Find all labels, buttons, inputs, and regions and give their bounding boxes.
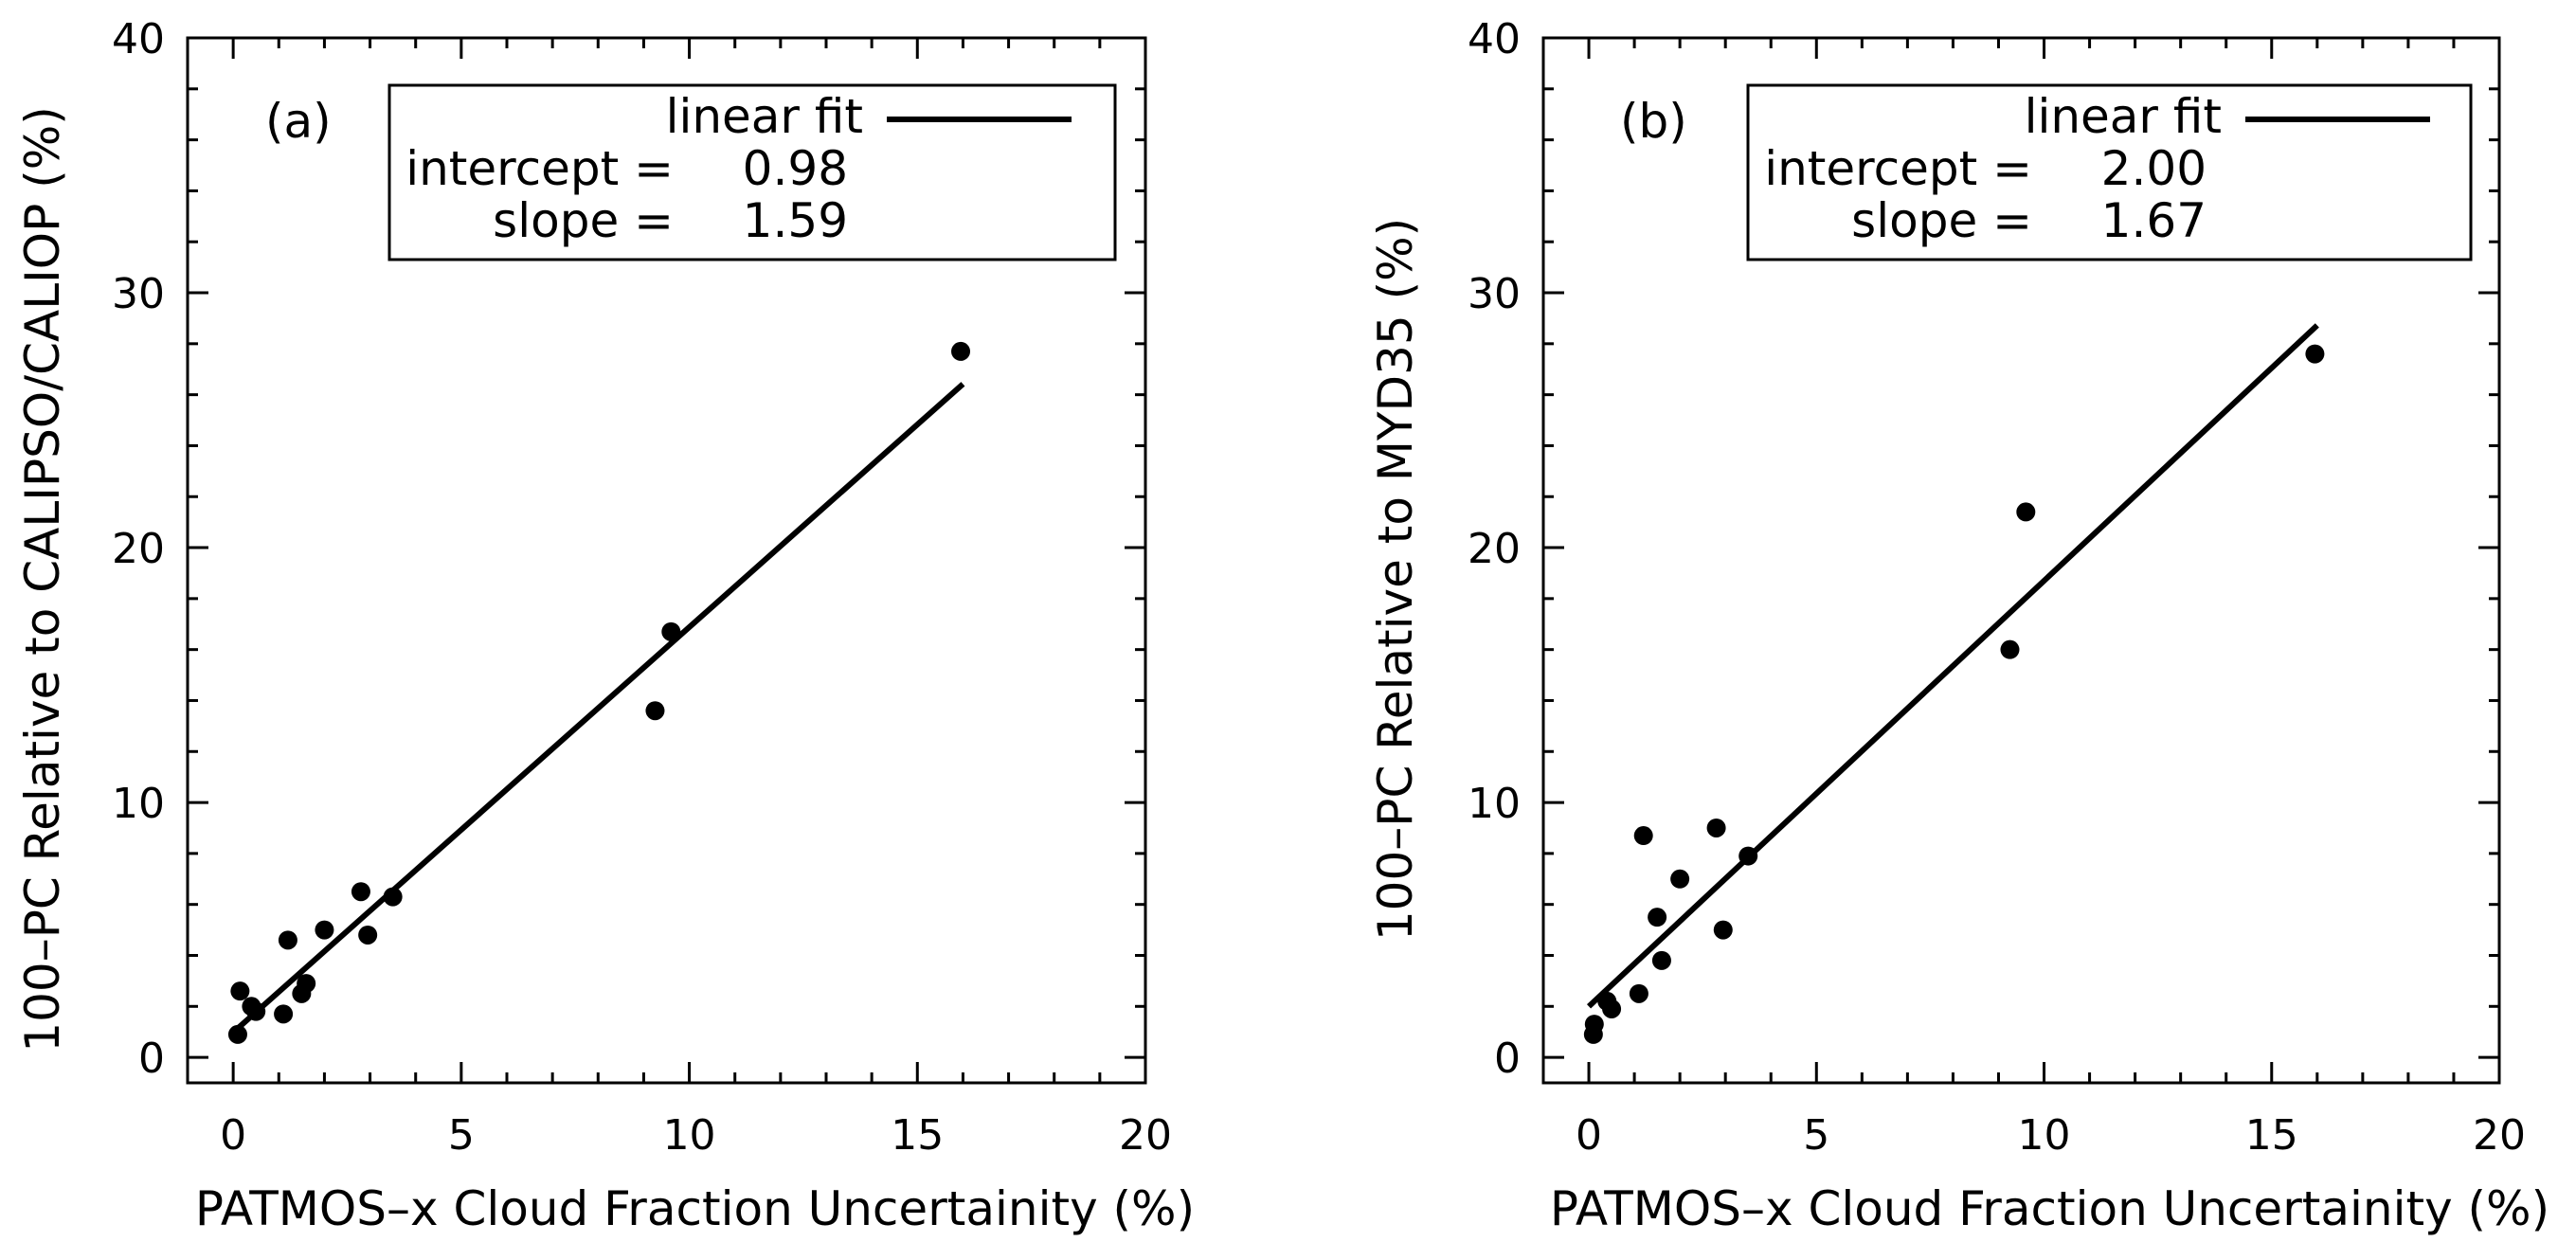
y-tick-label: 30 (112, 270, 165, 318)
legend-intercept-value: 2.00 (2101, 141, 2207, 196)
data-point (661, 621, 681, 641)
x-tick-label: 0 (220, 1111, 246, 1160)
data-point (645, 701, 665, 721)
plot-frame (1541, 36, 2501, 1085)
data-point (1670, 869, 1690, 889)
y-tick-label: 10 (1468, 780, 1521, 828)
data-point (2000, 639, 2020, 659)
y-axis-label: 100–PC Relative to CALIPSO/CALIOP (%) (15, 106, 70, 1052)
legend-intercept-label: intercept = (405, 141, 674, 196)
data-point (383, 887, 403, 907)
data-point (1584, 1015, 1604, 1035)
x-tick-label: 20 (2473, 1111, 2526, 1160)
panel-a: 0 5 10 15 20 0 10 20 30 40 PATMOS–x Cloud Fraction… (15, 15, 1195, 1236)
legend-slope-value: 1.59 (743, 193, 848, 248)
legend-intercept-label: intercept = (1764, 141, 2032, 196)
x-tick-label: 15 (891, 1111, 944, 1160)
data-point (278, 930, 297, 950)
fit-line (231, 382, 965, 1035)
y-tick-label: 30 (1468, 270, 1521, 318)
y-tick-label: 40 (112, 15, 165, 63)
legend-slope-label: slope = (493, 193, 674, 248)
data-point (274, 1004, 294, 1024)
x-axis-label: PATMOS–x Cloud Fraction Uncertainity (%) (1550, 1181, 2549, 1236)
y-tick-label: 0 (138, 1035, 165, 1083)
data-point (2016, 502, 2036, 522)
y-tick-label: 0 (1494, 1035, 1521, 1083)
data-point (1713, 920, 1733, 940)
data-point (1602, 999, 1622, 1018)
data-point (2305, 344, 2325, 364)
fit-line (1586, 323, 2319, 1009)
panel-label: (a) (265, 94, 332, 149)
plot-frame (186, 36, 1147, 1085)
data-point (1651, 950, 1671, 970)
x-tick-label: 5 (448, 1111, 475, 1160)
legend-intercept-value: 0.98 (743, 141, 848, 196)
data-point (1633, 826, 1653, 846)
data-point (351, 882, 370, 902)
data-point (358, 925, 378, 945)
x-tick-label: 10 (2018, 1111, 2071, 1160)
data-point (951, 341, 971, 361)
x-tick-label: 10 (663, 1111, 716, 1160)
data-point (227, 1024, 247, 1044)
legend-fit-label: linear fit (2025, 89, 2222, 144)
y-tick-label: 40 (1468, 15, 1521, 63)
x-tick-label: 20 (1119, 1111, 1172, 1160)
data-point (1738, 846, 1758, 866)
x-tick-label: 0 (1576, 1111, 1602, 1160)
data-point (1648, 908, 1667, 927)
data-point (1629, 983, 1648, 1003)
x-tick-label: 15 (2245, 1111, 2298, 1160)
data-point (246, 1001, 266, 1021)
data-point (297, 974, 316, 994)
panel-b: 0 5 10 15 20 0 10 20 30 40 PATMOS–x Cloud Fraction… (1368, 15, 2549, 1236)
y-axis-label: 100–PC Relative to MYD35 (%) (1368, 218, 1423, 941)
legend-box (387, 83, 1117, 261)
data-point (230, 981, 250, 1001)
data-point (1706, 818, 1726, 837)
y-tick-label: 20 (112, 525, 165, 573)
x-axis-label: PATMOS–x Cloud Fraction Uncertainity (%) (195, 1181, 1195, 1236)
legend-slope-value: 1.67 (2101, 193, 2207, 248)
y-tick-label: 10 (112, 780, 165, 828)
legend-box (1746, 83, 2473, 261)
y-tick-label: 20 (1468, 525, 1521, 573)
legend-fit-label: linear fit (666, 89, 863, 144)
data-point (315, 920, 334, 940)
legend-slope-label: slope = (1851, 193, 2032, 248)
x-tick-label: 5 (1803, 1111, 1829, 1160)
panel-label: (b) (1620, 94, 1687, 149)
